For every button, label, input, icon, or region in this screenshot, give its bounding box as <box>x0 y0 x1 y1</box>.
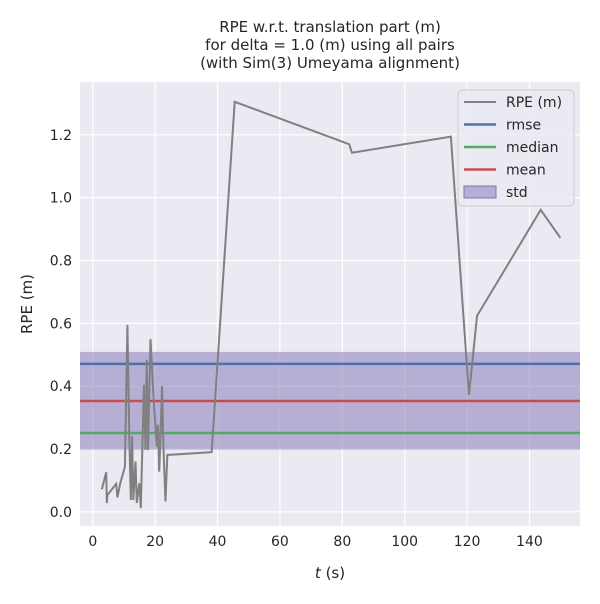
x-axis-label: t (s) <box>315 564 345 582</box>
y-tick-label: 0.2 <box>50 442 72 458</box>
legend-box <box>457 89 575 207</box>
legend-label: RPE (m) <box>506 95 562 111</box>
legend-label: mean <box>506 163 546 179</box>
x-tick-label: 40 <box>209 534 227 550</box>
y-tick-label: 1.2 <box>50 128 72 144</box>
x-tick-label: 0 <box>88 534 97 550</box>
y-tick-label: 0.8 <box>50 253 72 269</box>
chart-title-line: RPE w.r.t. translation part (m) <box>219 18 441 36</box>
rpe-series-line <box>100 100 562 509</box>
y-tick-label: 0.4 <box>50 379 72 395</box>
x-tick-label: 20 <box>146 534 164 550</box>
chart-title-line: (with Sim(3) Umeyama alignment) <box>200 54 460 72</box>
x-tick-label: 140 <box>516 534 543 550</box>
legend-label: rmse <box>506 118 541 134</box>
chart-title-line: for delta = 1.0 (m) using all pairs <box>205 36 455 54</box>
y-tick-label: 0.0 <box>50 505 72 521</box>
y-axis-label: RPE (m) <box>18 274 36 334</box>
x-tick-label: 120 <box>454 534 481 550</box>
y-tick-label: 1.0 <box>50 191 72 207</box>
x-tick-label: 60 <box>271 534 289 550</box>
legend-label: std <box>506 185 528 201</box>
x-tick-label: 80 <box>333 534 351 550</box>
legend-label: median <box>506 140 558 156</box>
legend-swatch-std <box>463 185 497 199</box>
y-tick-label: 0.6 <box>50 316 72 332</box>
x-tick-label: 100 <box>391 534 418 550</box>
